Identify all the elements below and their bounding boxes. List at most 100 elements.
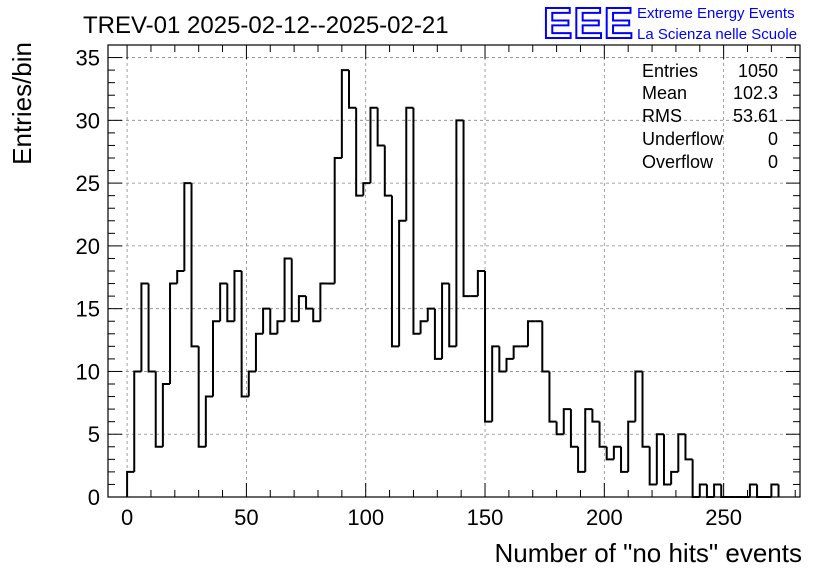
histogram-bin — [190, 183, 199, 348]
histogram-bin — [562, 408, 571, 435]
histogram-bin — [591, 409, 600, 423]
histogram-bin — [219, 282, 228, 322]
plot-frame — [107, 44, 801, 498]
histogram-bin — [648, 446, 657, 486]
histogram-bin — [262, 307, 271, 334]
histogram-bin — [390, 195, 400, 348]
logo-line-1: Extreme Energy Events — [637, 5, 795, 22]
y-tick-label: 5 — [88, 422, 100, 447]
y-tick-label: 15 — [76, 297, 100, 322]
logo-line-2: La Scienza nelle Scuole — [637, 26, 797, 43]
stats-value-rms: 53.61 — [733, 106, 778, 126]
histogram-bin — [247, 370, 256, 397]
histogram-bin — [448, 283, 457, 348]
histogram-bin — [612, 445, 622, 460]
histogram-bin — [283, 257, 292, 322]
histogram-bin — [254, 332, 264, 372]
histogram-bin — [240, 271, 249, 398]
y-tick-label: 25 — [76, 171, 100, 196]
stats-label-rms: RMS — [642, 106, 682, 126]
histogram-bin — [369, 106, 378, 184]
x-axis-label: Number of "no hits" events — [495, 538, 803, 568]
grid-lines — [108, 45, 800, 497]
stats-value-underflow: 0 — [768, 129, 778, 149]
histogram-bin — [491, 345, 500, 422]
histogram-bin — [512, 345, 521, 359]
histogram-bin — [348, 70, 357, 109]
histogram-bin — [541, 321, 550, 373]
histogram-bin — [426, 307, 435, 322]
histogram-bin — [412, 107, 421, 335]
histogram-bin — [484, 271, 493, 423]
histogram-bin — [698, 483, 707, 497]
histogram-bin — [584, 408, 593, 472]
histogram-bin — [670, 470, 679, 485]
logo-mark: EEE — [543, 0, 634, 48]
stats-label-entries: Entries — [642, 61, 698, 81]
histogram-bin — [355, 107, 364, 197]
stats-value-mean: 102.3 — [733, 83, 778, 103]
eee-logo: EEE Extreme Energy Events La Scienza nel… — [542, 0, 797, 49]
y-axis: 0 5 10 15 20 25 30 35 — [76, 44, 800, 510]
histogram-bin — [620, 446, 629, 473]
y-axis-label: Entries/bin — [7, 42, 37, 165]
histogram-series — [126, 69, 780, 498]
chart-title: TREV-01 2025-02-12--2025-02-21 — [83, 12, 449, 39]
histogram-bin — [176, 270, 185, 284]
histogram-bin — [233, 270, 242, 322]
histogram-bin — [555, 421, 564, 436]
histogram-bin — [526, 320, 536, 347]
histogram-bin — [405, 106, 414, 221]
histogram-bin — [748, 483, 758, 497]
histogram-bin — [627, 420, 636, 472]
histogram-bin — [455, 119, 464, 347]
histogram-bin — [655, 433, 664, 485]
histogram-bin — [505, 357, 514, 372]
histogram-bin — [462, 120, 471, 298]
histogram-bin — [305, 296, 314, 310]
histogram-bin — [419, 320, 428, 334]
histogram-bin — [713, 483, 722, 497]
x-tick-label: 200 — [586, 505, 623, 530]
histogram-bin — [476, 270, 486, 297]
histogram-bin — [276, 320, 285, 334]
y-tick-label: 10 — [76, 359, 100, 384]
histogram-bin — [340, 69, 350, 158]
histogram-bin — [383, 145, 392, 197]
histogram-bin — [598, 421, 607, 448]
stats-value-overflow: 0 — [768, 152, 778, 172]
histogram-bin — [662, 434, 672, 486]
histogram-bin — [312, 308, 321, 323]
histogram-bin — [577, 446, 586, 473]
histogram-bin — [376, 107, 385, 147]
histogram-bin — [133, 370, 142, 472]
x-tick-label: 50 — [234, 505, 258, 530]
histogram-bin — [140, 282, 149, 372]
histogram-bin — [226, 283, 235, 323]
stats-label-underflow: Underflow — [642, 129, 724, 149]
x-tick-label: 250 — [705, 505, 742, 530]
histogram-bin — [684, 434, 693, 461]
histogram-bin — [183, 182, 192, 271]
histogram-bin — [269, 308, 278, 335]
histogram-bin — [169, 282, 178, 384]
histogram-bin — [211, 320, 221, 397]
histogram-bin — [362, 182, 371, 196]
histogram-bin — [433, 308, 443, 360]
stats-value-entries: 1050 — [738, 61, 778, 81]
histogram-bin — [197, 346, 206, 448]
histogram-bin — [290, 258, 299, 323]
histogram-bin — [634, 370, 643, 422]
histogram-bin — [770, 483, 779, 497]
histogram-bin — [147, 283, 156, 373]
histogram-bin — [154, 371, 163, 448]
histogram-bin — [720, 484, 729, 498]
histogram-bin — [691, 459, 700, 498]
x-tick-label: 150 — [467, 505, 504, 530]
histogram-bin — [705, 484, 715, 498]
histogram-bin — [498, 346, 507, 373]
histogram-bin — [297, 295, 307, 322]
y-tick-label: 20 — [76, 234, 100, 259]
stats-label-overflow: Overflow — [642, 152, 714, 172]
